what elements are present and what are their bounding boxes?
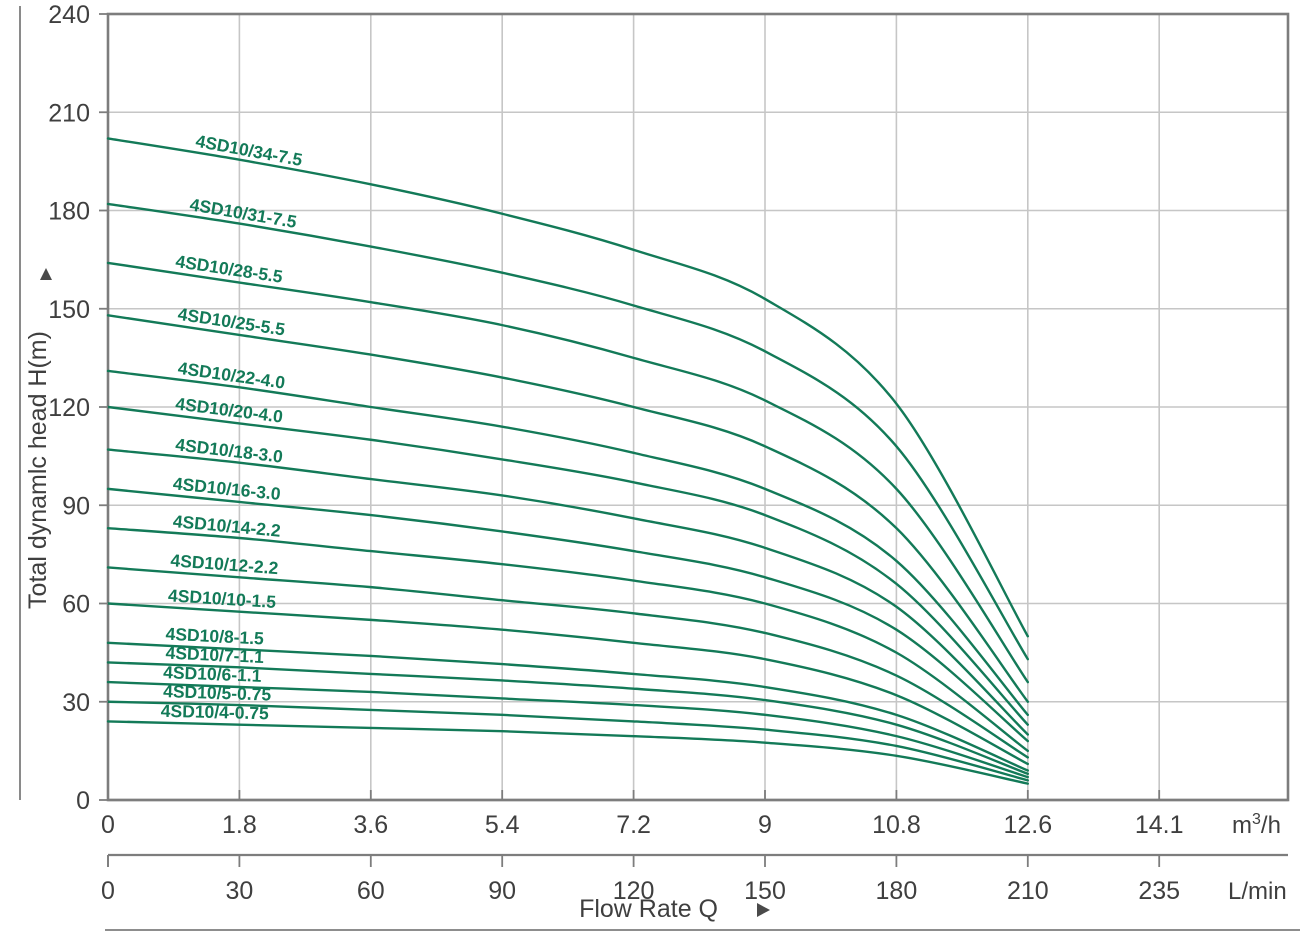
pump-curve [106,448,1029,736]
pump-curve [106,661,1029,775]
pump-curve [106,526,1029,753]
y-tick-label: 0 [76,787,90,815]
x-tick-label-primary: 1.8 [222,811,257,839]
curve-label: 4SD10/16-3.0 [172,473,282,504]
curve-label: 4SD10/31-7.5 [188,194,298,232]
x-tick-label-primary: 7.2 [616,811,651,839]
curves-layer [106,137,1029,785]
pump-curve [106,405,1029,726]
x-tick-label-primary: 12.6 [1003,811,1052,839]
x-tick-label-secondary: 60 [357,877,385,905]
x-tick-label-primary: 5.4 [485,811,520,839]
curve-label: 4SD10/6-1.1 [163,662,262,686]
x-axis-secondary-unit: L/min [1228,878,1287,905]
y-axis: 0 30 60 90 120 150 180 210 240 [48,1,108,815]
x-axis-direction-arrow-icon [757,903,770,917]
pump-curve [106,487,1029,743]
curve-label: 4SD10/4-0.75 [161,701,270,724]
pump-curve [106,314,1029,703]
x-tick-label-secondary: 210 [1007,877,1049,905]
x-axis-title: Flow Rate Q [579,895,718,923]
x-tick-label-secondary: 180 [876,877,918,905]
y-tick-label: 30 [62,689,90,717]
x-tick-label-secondary: 150 [744,877,786,905]
pump-curve [106,720,1029,785]
grid-layer [108,14,1288,800]
x-tick-label-primary: 10.8 [872,811,921,839]
y-axis-title: Total dynamlc head H(m) [24,331,52,609]
pump-curve [106,261,1029,684]
pump-curve [106,137,1029,638]
y-tick-label: 60 [62,591,90,619]
y-axis-direction-arrow-icon [40,268,52,280]
pump-curve [106,369,1029,717]
y-tick-label: 240 [48,1,90,29]
curve-label: 4SD10/8-1.5 [165,624,264,649]
pump-curve [106,566,1029,759]
x-tick-label-primary: 3.6 [353,811,388,839]
y-tick-label: 150 [48,296,90,324]
pump-curve [106,202,1029,661]
x-axis-secondary: 0 30 60 90 120 150 180 210 235 L/min [101,853,1288,905]
curve-labels-layer: 4SD10/34-7.54SD10/31-7.54SD10/28-5.54SD1… [161,131,305,724]
y-tick-label: 90 [62,492,90,520]
pump-curve [106,700,1029,782]
x-tick-label-primary: 9 [758,811,772,839]
x-axis-primary: 0 1.8 3.6 5.4 7.2 9 10.8 12.6 14.1 m3/h [101,786,1288,839]
curve-label: 4SD10/7-1.1 [165,643,264,667]
pump-curve [106,602,1029,766]
curve-label: 4SD10/5-0.75 [163,681,272,704]
x-tick-label-primary: 14.1 [1135,811,1184,839]
x-axis-primary-unit: m3/h [1232,811,1281,839]
x-tick-label-secondary: 0 [101,877,115,905]
x-tick-label-secondary: 235 [1138,877,1180,905]
pump-curve [106,680,1029,779]
x-tick-label-secondary: 30 [225,877,253,905]
curve-label: 4SD10/34-7.5 [194,131,304,170]
y-tick-label: 120 [48,394,90,422]
y-tick-label: 180 [48,198,90,226]
y-tick-label: 210 [48,99,90,127]
pump-curve [106,641,1029,772]
x-tick-label-secondary: 90 [488,877,516,905]
x-tick-label-primary: 0 [101,811,115,839]
axis-titles-layer: Total dynamlc head H(m) Flow Rate Q [19,6,1300,931]
x-tick-label-secondary: 120 [613,877,655,905]
